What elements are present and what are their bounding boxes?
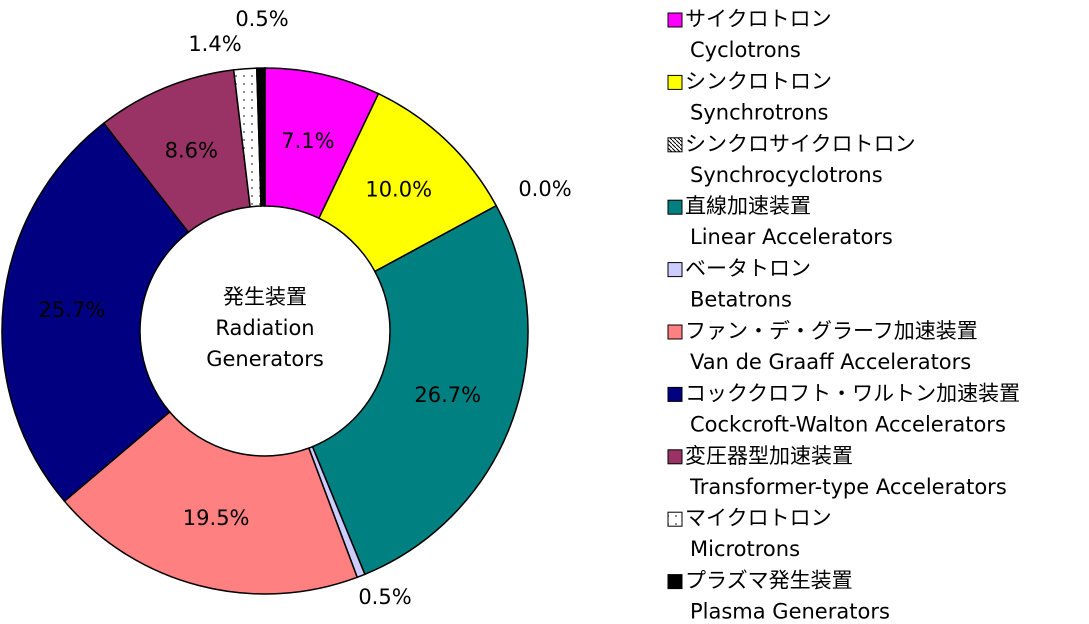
- legend-swatch: [667, 199, 683, 215]
- value-label: 1.4%: [188, 32, 241, 56]
- center-label: Generators: [206, 347, 324, 371]
- donut-segment: [1, 122, 190, 503]
- legend-swatch: [667, 74, 683, 90]
- value-label: 26.7%: [414, 383, 481, 407]
- value-label: 8.6%: [165, 139, 218, 163]
- legend-label: Synchrotrons: [690, 100, 828, 124]
- donut-segment: [63, 410, 359, 595]
- legend-label: 直線加速装置: [685, 194, 811, 218]
- legend-label: シンクロサイクロトロン: [685, 132, 916, 156]
- legend-swatch: [667, 449, 683, 465]
- legend-label: マイクロトロン: [685, 506, 832, 530]
- legend-label: Microtrons: [690, 537, 800, 561]
- center-label: Radiation: [215, 316, 314, 340]
- legend-swatch: [667, 324, 683, 340]
- legend-swatch: [667, 262, 683, 278]
- legend-label: プラズマ発生装置: [685, 569, 853, 593]
- legend-swatch: [667, 137, 683, 153]
- value-label: 0.5%: [358, 585, 411, 609]
- legend-label: Betatrons: [690, 288, 792, 312]
- legend-label: ファン・デ・グラーフ加速装置: [685, 319, 978, 343]
- legend-label: Cyclotrons: [690, 38, 801, 62]
- legend-label: サイクロトロン: [685, 7, 832, 31]
- legend-label: Transformer-type Accelerators: [689, 475, 1007, 499]
- legend-label: シンクロトロン: [685, 69, 832, 93]
- legend-label: Van de Graaff Accelerators: [690, 350, 971, 374]
- legend-label: Cockcroft-Walton Accelerators: [690, 412, 1006, 436]
- value-label: 7.1%: [281, 129, 334, 153]
- legend-label: Linear Accelerators: [690, 225, 893, 249]
- legend-swatch: [667, 574, 683, 590]
- legend-label: 変圧器型加速装置: [685, 444, 853, 468]
- donut-segment: [311, 204, 529, 576]
- value-label: 25.7%: [39, 298, 106, 322]
- donut-segment: [255, 67, 266, 207]
- legend-swatch: [667, 12, 683, 28]
- value-label: 0.5%: [235, 7, 288, 31]
- value-label: 0.0%: [518, 177, 571, 201]
- legend-swatch: [667, 511, 683, 527]
- legend-label: コッククロフト・ワルトン加速装置: [685, 381, 1020, 405]
- center-label: 発生装置: [223, 285, 307, 309]
- legend-label: ベータトロン: [685, 257, 811, 281]
- legend-label: Plasma Generators: [690, 600, 890, 624]
- legend-swatch: [667, 386, 683, 402]
- value-label: 19.5%: [183, 506, 250, 530]
- legend-label: Synchrocyclotrons: [690, 163, 883, 187]
- value-label: 10.0%: [365, 177, 432, 201]
